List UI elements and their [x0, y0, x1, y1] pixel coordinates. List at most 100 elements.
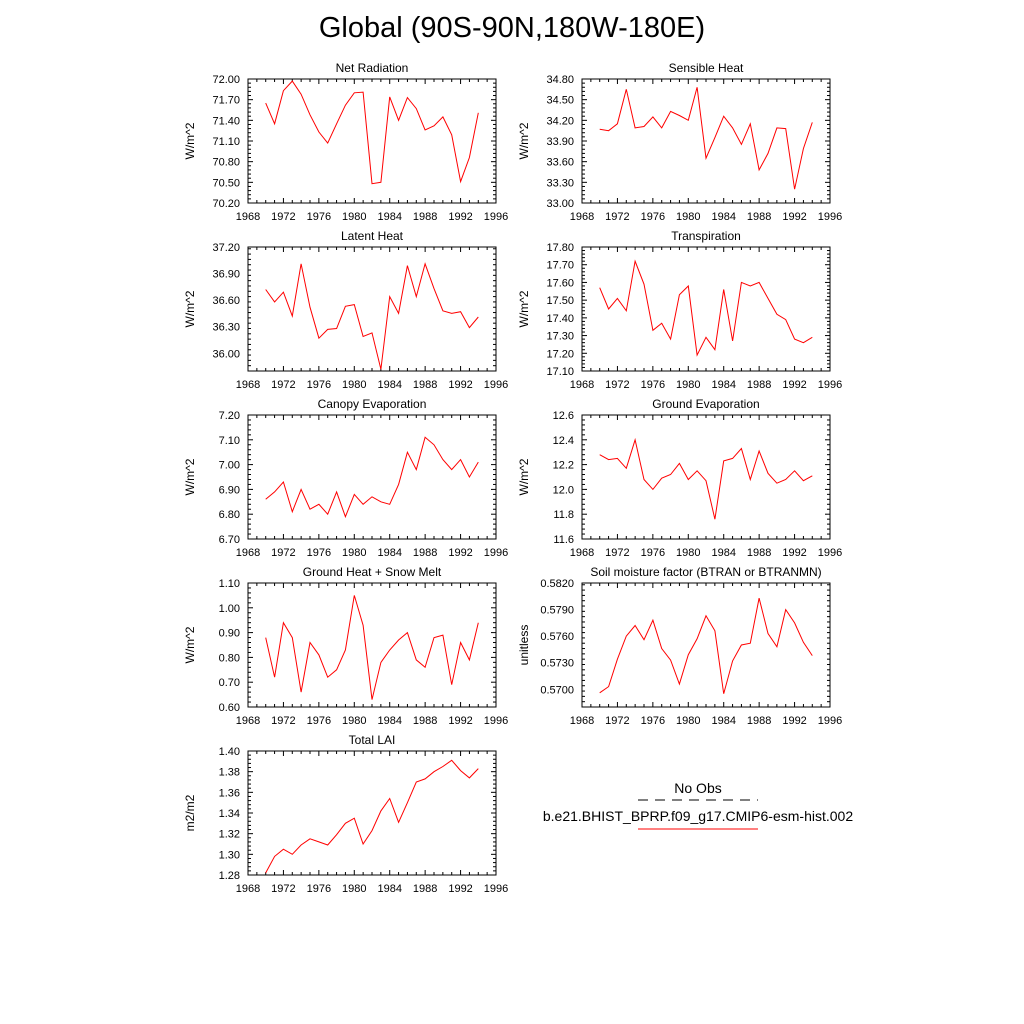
panel-title: Transpiration [671, 229, 741, 243]
panel-title: Total LAI [349, 733, 396, 747]
y-tick-label: 1.34 [219, 808, 240, 820]
y-tick-label: 36.30 [212, 322, 240, 334]
x-tick-label: 1988 [413, 211, 437, 223]
panel-title: Ground Evaporation [652, 397, 759, 411]
x-tick-label: 1980 [676, 379, 700, 391]
y-tick-label: 12.6 [553, 410, 574, 422]
x-tick-label: 1976 [307, 883, 331, 895]
x-tick-label: 1968 [570, 715, 594, 727]
y-tick-label: 33.30 [546, 177, 574, 189]
y-tick-label: 17.30 [546, 331, 574, 343]
y-tick-label: 34.20 [546, 115, 574, 127]
x-tick-label: 1968 [570, 547, 594, 559]
panel-2: 1968 1972 1976 1980 1984 1988 1992 1996 33.00 33.… [517, 61, 842, 223]
plot-frame [581, 246, 831, 372]
y-tick-label: 1.30 [219, 849, 240, 861]
x-tick-label: 1976 [307, 715, 331, 727]
panel-9: 1968 1972 1976 1980 1984 1988 1992 1996 1.28 1.30… [183, 733, 508, 895]
y-tick-label: 0.70 [219, 677, 240, 689]
x-tick-label: 1968 [570, 379, 594, 391]
y-tick-label: 0.60 [219, 702, 240, 714]
x-tick-label: 1972 [271, 379, 295, 391]
x-tick-label: 1996 [818, 547, 842, 559]
x-tick-label: 1996 [818, 715, 842, 727]
x-tick-label: 1980 [342, 379, 366, 391]
y-tick-label: 0.80 [219, 652, 240, 664]
y-tick-label: 1.28 [219, 870, 240, 882]
x-tick-label: 1992 [782, 211, 806, 223]
x-tick-label: 1976 [307, 211, 331, 223]
x-tick-label: 1984 [711, 211, 735, 223]
y-tick-label: 17.50 [546, 295, 574, 307]
x-tick-label: 1988 [413, 379, 437, 391]
x-tick-label: 1984 [377, 211, 401, 223]
y-tick-label: 0.5820 [540, 578, 574, 590]
figure-title: Global (90S-90N,180W-180E) [318, 12, 706, 44]
x-tick-label: 1996 [818, 379, 842, 391]
x-tick-label: 1976 [641, 211, 665, 223]
panel-7: 1968 1972 1976 1980 1984 1988 1992 1996 0.60 0.70… [183, 565, 508, 727]
panel-5: 1968 1972 1976 1980 1984 1988 1992 1996 6.70 6.80… [183, 397, 508, 559]
y-tick-label: 33.90 [546, 136, 574, 148]
x-tick-label: 1996 [484, 547, 508, 559]
y-tick-label: 1.40 [219, 746, 240, 758]
y-tick-label: 7.00 [219, 460, 240, 472]
x-tick-label: 1988 [413, 715, 437, 727]
x-tick-label: 1988 [747, 379, 771, 391]
y-tick-label: 0.5730 [540, 658, 574, 670]
panel-4: 1968 1972 1976 1980 1984 1988 1992 1996 17.10 17.… [517, 229, 842, 391]
series-line [599, 259, 813, 357]
y-tick-label: 17.70 [546, 260, 574, 272]
plot-frame [247, 78, 497, 204]
series-line [599, 437, 813, 520]
x-tick-label: 1968 [236, 883, 260, 895]
series-line [265, 262, 479, 370]
y-tick-label: 37.20 [212, 242, 240, 254]
y-tick-label: 0.5760 [540, 631, 574, 643]
x-tick-label: 1980 [676, 715, 700, 727]
y-tick-label: 17.40 [546, 313, 574, 325]
x-tick-label: 1988 [747, 715, 771, 727]
y-tick-label: 1.10 [219, 578, 240, 590]
y-tick-label: 70.20 [212, 198, 240, 210]
y-axis-label: W/m^2 [517, 122, 531, 159]
y-axis-label: W/m^2 [183, 458, 197, 495]
y-axis-label: W/m^2 [517, 458, 531, 495]
x-tick-label: 1968 [236, 547, 260, 559]
x-tick-label: 1968 [236, 379, 260, 391]
y-tick-label: 34.80 [546, 74, 574, 86]
plot-frame [247, 750, 497, 876]
x-tick-label: 1996 [484, 379, 508, 391]
y-tick-label: 1.32 [219, 829, 240, 841]
y-tick-label: 71.10 [212, 136, 240, 148]
x-tick-label: 1988 [747, 211, 771, 223]
panel-6: 1968 1972 1976 1980 1984 1988 1992 1996 11.6 11.8… [517, 397, 842, 559]
series-line [265, 436, 479, 519]
x-tick-label: 1984 [711, 547, 735, 559]
y-tick-label: 17.80 [546, 242, 574, 254]
x-tick-label: 1984 [377, 379, 401, 391]
y-tick-label: 36.00 [212, 348, 240, 360]
panel-title: Soil moisture factor (BTRAN or BTRANMN) [590, 565, 821, 579]
y-axis-label: W/m^2 [183, 122, 197, 159]
y-tick-label: 70.80 [212, 157, 240, 169]
panel-title: Sensible Heat [669, 61, 744, 75]
y-tick-label: 17.10 [546, 366, 574, 378]
series-line [265, 759, 479, 874]
y-tick-label: 72.00 [212, 74, 240, 86]
x-tick-label: 1972 [271, 715, 295, 727]
x-tick-label: 1996 [484, 211, 508, 223]
x-tick-label: 1972 [271, 211, 295, 223]
series-line [265, 80, 479, 185]
x-tick-label: 1984 [711, 715, 735, 727]
plot-frame [247, 582, 497, 708]
x-tick-label: 1996 [484, 715, 508, 727]
x-tick-label: 1984 [377, 883, 401, 895]
x-tick-label: 1984 [711, 379, 735, 391]
x-tick-label: 1972 [605, 715, 629, 727]
y-tick-label: 71.70 [212, 95, 240, 107]
y-tick-label: 17.20 [546, 348, 574, 360]
y-tick-label: 36.90 [212, 269, 240, 281]
panel-title: Net Radiation [336, 61, 409, 75]
